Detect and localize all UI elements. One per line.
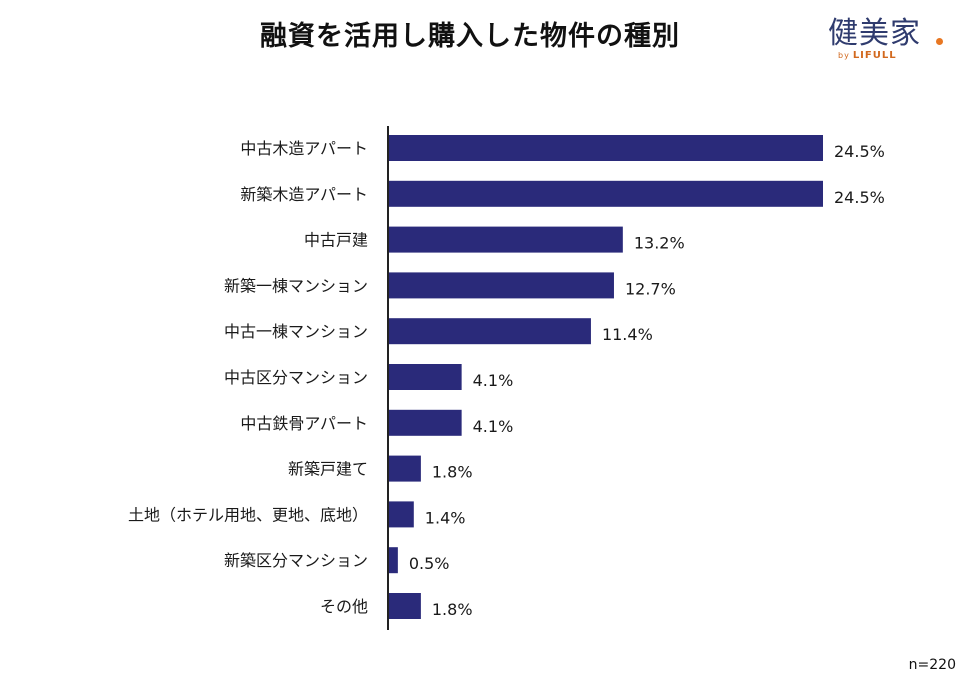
value-label: 1.8% — [432, 463, 473, 482]
value-label: 13.2% — [634, 234, 685, 253]
logo-dot — [936, 38, 943, 45]
category-label: 土地（ホテル用地、更地、底地） — [128, 505, 368, 524]
logo-subtitle: by LIFULL — [838, 50, 897, 61]
bar — [389, 318, 591, 345]
value-label: 4.1% — [473, 417, 514, 436]
logo-brand: LIFULL — [852, 50, 897, 61]
category-label: 新築戸建て — [288, 460, 368, 479]
category-label: 新築木造アパート — [240, 185, 368, 204]
value-label: 24.5% — [834, 142, 885, 161]
chart-title: 融資を活用し購入した物件の種別 — [260, 21, 680, 52]
bar — [389, 547, 398, 574]
value-label: 24.5% — [834, 188, 885, 207]
value-label: 1.8% — [432, 600, 473, 619]
value-label: 11.4% — [602, 325, 653, 344]
bar — [389, 593, 421, 619]
brand-logo: 健美家 by LIFULL — [828, 8, 948, 68]
bar — [389, 501, 414, 528]
category-label: その他 — [320, 597, 368, 616]
sample-size-label: n=220 — [908, 657, 956, 673]
value-label: 1.4% — [425, 508, 466, 527]
value-label: 4.1% — [473, 371, 514, 390]
bar — [389, 455, 421, 482]
category-label: 中古戸建 — [304, 231, 368, 250]
bar — [389, 272, 614, 299]
category-label: 新築区分マンション — [224, 551, 368, 570]
logo-by: by — [838, 51, 850, 60]
category-label: 中古区分マンション — [224, 368, 368, 387]
logo-wordmark: 健美家 — [828, 16, 921, 51]
category-label: 中古木造アパート — [240, 139, 368, 158]
category-label: 中古鉄骨アパート — [240, 414, 368, 433]
bar — [389, 180, 823, 207]
category-label: 新築一棟マンション — [224, 276, 368, 295]
category-label: 中古一棟マンション — [224, 322, 368, 341]
bar — [389, 135, 823, 161]
bar — [389, 364, 462, 390]
bar — [389, 409, 462, 436]
value-label: 12.7% — [625, 279, 676, 298]
bar — [389, 226, 623, 253]
value-label: 0.5% — [409, 554, 450, 573]
